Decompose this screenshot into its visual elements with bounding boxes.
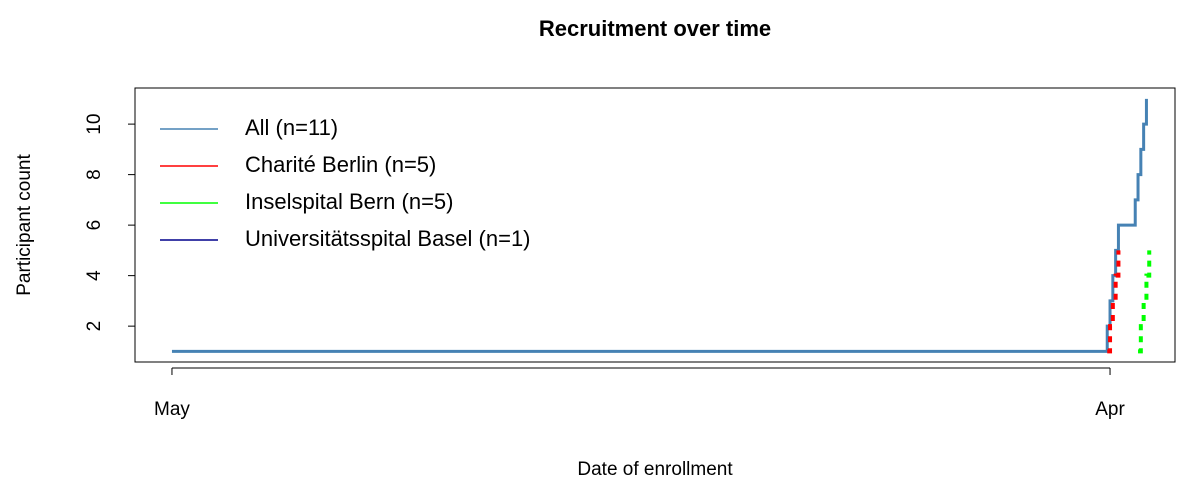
series-line: [1107, 250, 1121, 354]
y-axis-label: Participant count: [14, 154, 35, 296]
x-tick-label: Apr: [1095, 399, 1125, 420]
y-tick-label: 4: [84, 270, 105, 281]
series-line: [1138, 250, 1152, 354]
y-tick-label: 8: [84, 169, 105, 180]
chart-title: Recruitment over time: [539, 16, 771, 41]
x-axis-label: Date of enrollment: [577, 459, 733, 480]
series-line: [171, 98, 1148, 353]
legend-label: Charité Berlin (n=5): [245, 152, 436, 177]
y-tick-label: 10: [84, 114, 105, 135]
legend-label: Inselspital Bern (n=5): [245, 189, 454, 214]
y-tick-label: 2: [84, 321, 105, 332]
y-tick-label: 6: [84, 220, 105, 231]
legend-label: Universitätsspital Basel (n=1): [245, 226, 531, 251]
x-tick-label: May: [154, 399, 190, 420]
legend-label: All (n=11): [245, 115, 338, 140]
